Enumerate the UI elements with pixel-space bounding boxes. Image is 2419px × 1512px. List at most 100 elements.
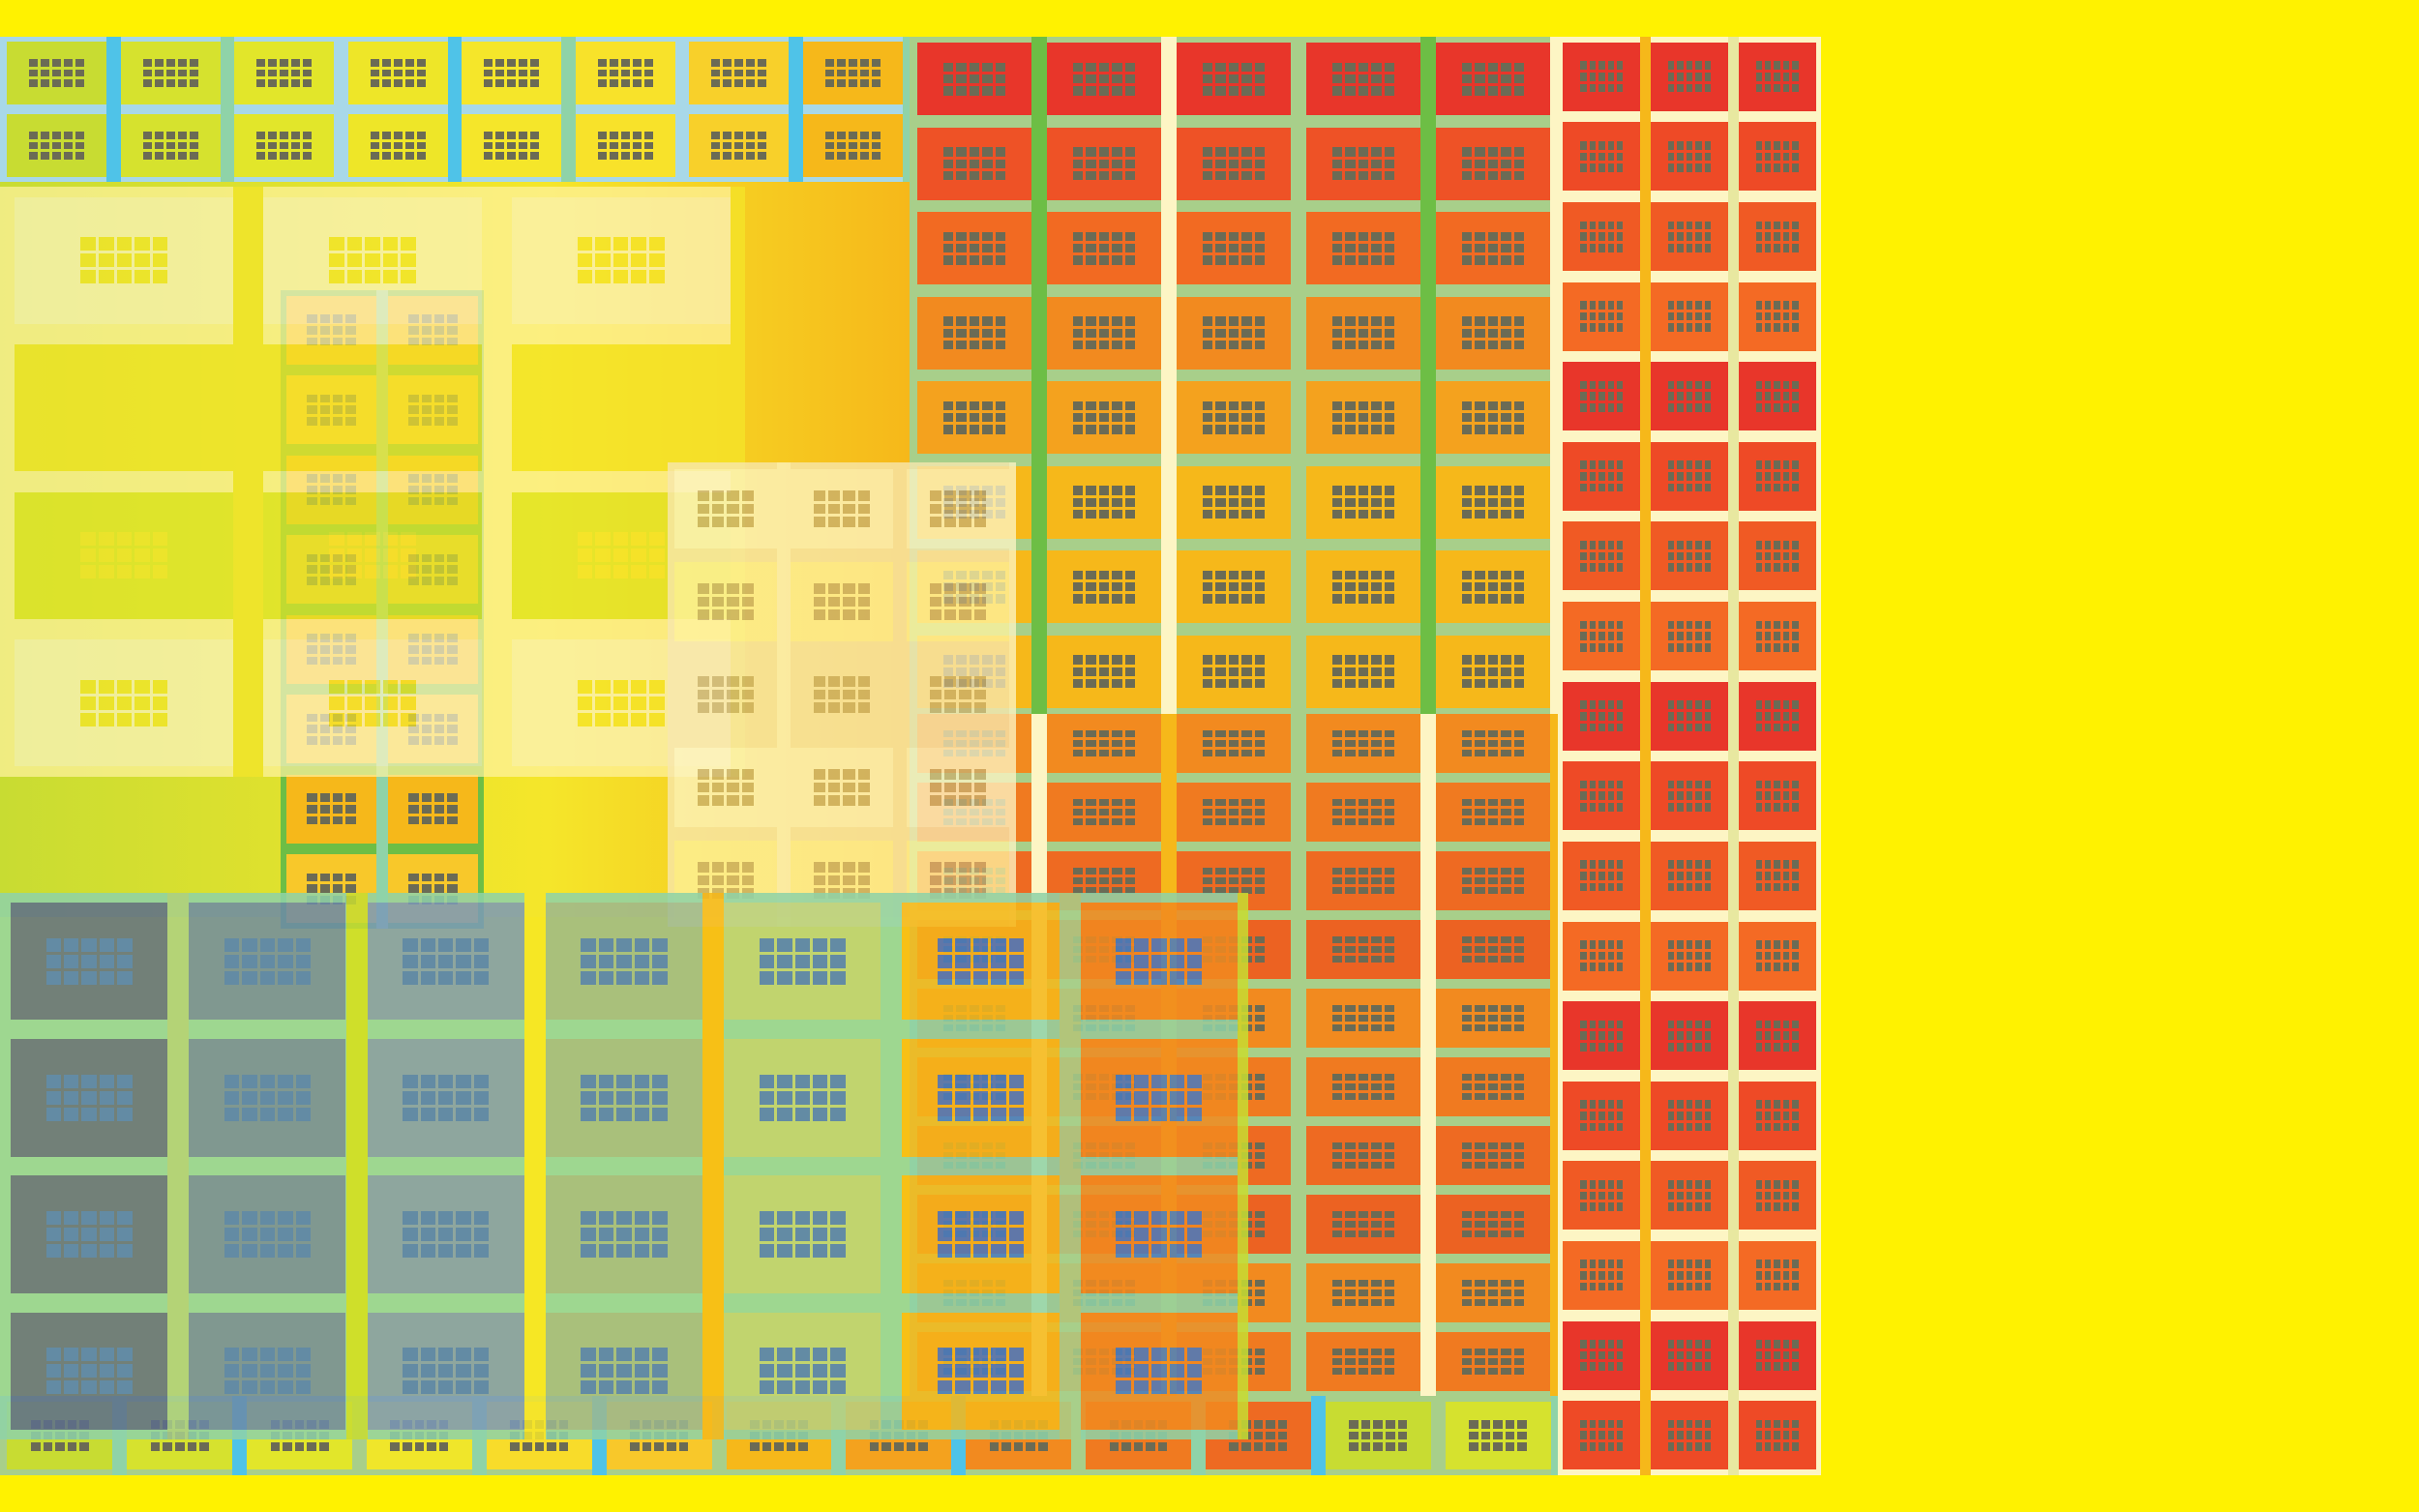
window-dot [1475, 867, 1485, 875]
window-dot [1331, 1289, 1343, 1297]
window-dot [52, 69, 62, 77]
tile-window-dots [1755, 1419, 1799, 1451]
window-dot [98, 532, 114, 547]
window-dot [1461, 818, 1473, 826]
tile-window-dots [1580, 700, 1624, 732]
window-dot [727, 609, 739, 620]
window-dot [969, 231, 980, 242]
grid-tile [1047, 465, 1161, 539]
window-dot [1686, 551, 1693, 561]
grid-gap-stripe [1419, 37, 1437, 714]
window-dot [1668, 700, 1675, 709]
window-dot [1254, 244, 1266, 253]
window-dot [944, 875, 957, 886]
window-dot [1202, 887, 1213, 895]
window-dot [1358, 159, 1369, 168]
window-dot [1598, 632, 1605, 640]
window-dot [857, 769, 871, 780]
window-dot [1072, 867, 1084, 875]
window-dot [1598, 61, 1605, 70]
window-dot [1487, 1024, 1499, 1032]
window-dot [597, 69, 607, 77]
window-dot [1589, 1122, 1597, 1132]
window-dot [1686, 1419, 1693, 1429]
tile-window-dots [1202, 486, 1266, 519]
window-dot [1598, 140, 1605, 150]
window-dot [437, 1074, 454, 1088]
window-dot [942, 86, 954, 96]
window-dot [1782, 882, 1790, 892]
tile-window-dots [328, 237, 416, 284]
grid-tile [791, 747, 893, 828]
grid-gap-stripe [233, 187, 264, 777]
window-dot [174, 1442, 185, 1451]
tile-window-dots [697, 583, 755, 620]
window-dot [1580, 1419, 1587, 1429]
window-dot [1580, 1442, 1587, 1451]
window-dot [955, 1380, 971, 1395]
window-dot [1124, 425, 1136, 434]
window-dot [1240, 1442, 1251, 1451]
window-dot [365, 712, 380, 726]
window-dot [1677, 460, 1684, 470]
window-dot [1501, 1162, 1511, 1170]
grid-tile [1047, 782, 1161, 843]
window-dot [1695, 1282, 1702, 1291]
window-dot [1202, 244, 1213, 253]
window-dot [1228, 244, 1239, 253]
window-dot [1607, 860, 1614, 870]
window-dot [1331, 1141, 1343, 1149]
grid-tile [1047, 43, 1161, 116]
window-dot [408, 884, 419, 894]
window-dot [1686, 882, 1693, 892]
window-dot [1475, 750, 1485, 757]
window-dot [1501, 594, 1511, 604]
window-dot [1169, 1090, 1184, 1105]
window-dot [142, 141, 152, 150]
window-dot [522, 1442, 532, 1451]
window-dot [577, 548, 593, 563]
window-dot [447, 873, 458, 882]
window-dot [1254, 887, 1266, 895]
window-dot [1580, 1350, 1587, 1360]
window-dot [956, 255, 967, 265]
window-dot [1475, 413, 1485, 423]
window-dot [1487, 486, 1499, 495]
window-dot [1589, 1350, 1597, 1360]
window-dot [433, 793, 445, 802]
window-dot [1695, 1271, 1702, 1280]
window-dot [1686, 1271, 1693, 1280]
window-dot [1589, 1419, 1597, 1429]
window-dot [734, 58, 744, 67]
window-dot [813, 503, 826, 515]
window-dot [1112, 62, 1122, 73]
window-dot [473, 1380, 490, 1395]
window-dot [758, 141, 767, 150]
window-dot [595, 237, 611, 252]
grid-tile [1325, 1401, 1431, 1470]
grid-gap-stripe [167, 893, 190, 1439]
window-dot [1345, 1348, 1356, 1355]
window-dot [1607, 711, 1614, 721]
tile-window-dots [1202, 570, 1266, 604]
window-dot [117, 1364, 133, 1379]
window-dot [401, 696, 416, 710]
window-dot [1124, 244, 1136, 253]
window-dot [1086, 594, 1096, 604]
window-dot [393, 141, 403, 150]
window-dot [1774, 1350, 1780, 1360]
window-dot [828, 503, 841, 515]
tile-window-dots [937, 1348, 1025, 1395]
grid-gap-stripe [1549, 37, 1558, 714]
window-dot [346, 548, 363, 563]
window-dot [1513, 867, 1525, 875]
window-dot [991, 1228, 1006, 1242]
window-dot [1358, 244, 1369, 253]
window-dot [1215, 316, 1226, 326]
window-dot [519, 69, 528, 77]
window-dot [1501, 244, 1511, 253]
window-dot [1228, 750, 1239, 757]
window-dot [1501, 1289, 1511, 1297]
window-dot [843, 596, 855, 608]
overlay-orange-red-panel [910, 37, 1558, 714]
